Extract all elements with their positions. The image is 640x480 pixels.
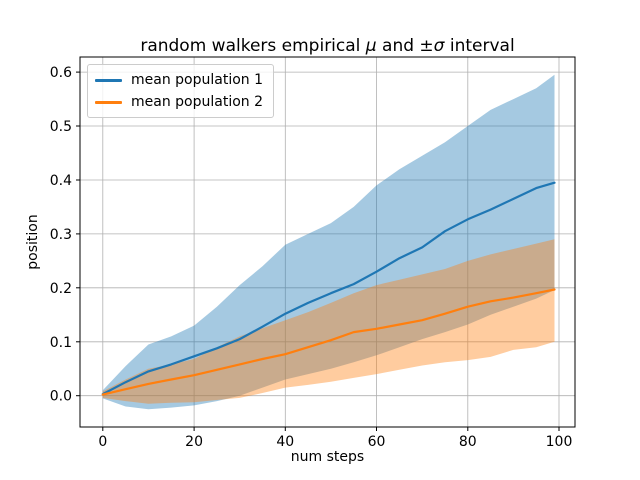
x-tick-label: 0 [98,434,107,450]
x-tick-label: 20 [185,434,203,450]
legend-line-swatch-blue [95,78,122,82]
y-tick-label: 0.2 [50,281,72,297]
y-tick-label: 0.0 [50,389,72,405]
axes-spines [79,56,576,428]
y-tick-label: 0.3 [50,227,72,243]
y-tick-label: 0.4 [50,173,72,189]
sigma-band-1 [102,74,555,410]
legend-item-mean-population-2: mean population 2 [95,91,263,113]
x-axis-label: num steps [290,449,365,465]
y-tick-label: 0.5 [50,119,72,135]
legend-label-mean-population-1: mean population 1 [131,72,264,88]
mean-line-2 [101,288,556,396]
x-tick-label: 80 [459,434,477,450]
chart-title-post: interval [444,36,515,56]
y-tick-label: 0.1 [50,335,72,351]
mean-line-1 [101,181,556,396]
legend-label-mean-population-2: mean population 2 [131,94,264,110]
chart-title-pre: random walkers empirical [140,36,366,56]
legend-line-swatch-orange [95,100,122,104]
sigma-symbol: σ [433,36,445,56]
chart-title-mid: and ± [376,36,434,56]
legend-item-mean-population-1: mean population 1 [95,69,263,91]
x-tick-label: 60 [368,434,386,450]
y-axis-label: position [25,214,41,270]
mu-symbol: μ [365,36,377,56]
x-tick-label: 40 [276,434,294,450]
sigma-band-2 [102,239,555,404]
x-tick-label: 100 [546,434,573,450]
y-tick-label: 0.6 [50,65,72,81]
chart-title: random walkers empirical μ and ±σ interv… [80,36,575,56]
legend: mean population 1 mean population 2 [87,64,275,118]
